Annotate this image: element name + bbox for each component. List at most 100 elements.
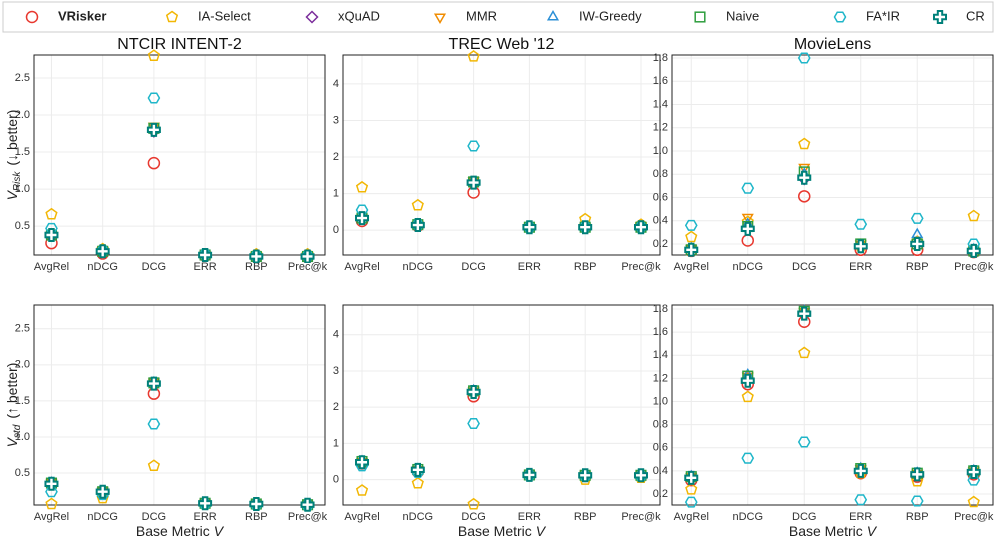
y-tick-label: 0.2	[653, 238, 668, 250]
point	[44, 476, 59, 491]
point	[95, 484, 110, 499]
x-tick-label: AvgRel	[674, 511, 709, 523]
point	[633, 220, 648, 235]
point	[522, 467, 537, 482]
y-tick-label: 2	[333, 401, 339, 413]
y-tick-label: 1.0	[15, 183, 30, 195]
x-tick-label: DCG	[792, 511, 816, 523]
point	[198, 496, 213, 511]
y-tick-label: 2.0	[15, 359, 30, 371]
x-tick-label: Prec@k	[288, 511, 328, 523]
x-tick-label: nDCG	[87, 261, 118, 273]
x-axis-label: Base Metric V	[458, 523, 547, 539]
point	[146, 122, 161, 137]
legend-marker	[25, 10, 39, 24]
point	[355, 180, 369, 193]
point	[355, 455, 370, 470]
point	[797, 306, 812, 321]
x-tick-label: DCG	[461, 261, 485, 273]
point	[797, 52, 811, 64]
point	[966, 465, 981, 480]
panel: 0 1 2 3 4 AvgRel nDCG DCG ERR RBP Prec@k Base Metri…	[333, 304, 661, 539]
x-tick-label: RBP	[574, 511, 597, 523]
point	[44, 228, 59, 242]
legend-marker	[305, 10, 319, 24]
x-tick-label: Prec@k	[954, 511, 994, 523]
point	[300, 497, 315, 512]
point	[798, 190, 811, 203]
point	[740, 221, 755, 236]
point	[797, 436, 811, 448]
y-tick-label: 1.4	[653, 98, 668, 110]
x-label-text: Base Metric	[136, 523, 210, 539]
x-tick-label: nDCG	[732, 511, 763, 523]
y-tick-label: 3	[333, 365, 339, 377]
point	[798, 137, 811, 150]
point	[853, 463, 868, 478]
point	[685, 230, 698, 243]
point	[578, 220, 593, 235]
y-tick-label: 1.8	[653, 52, 668, 64]
legend-box	[2, 1, 994, 33]
panel: 0.5 1.0 1.5 2.0 2.5 AvgRel nDCG DCG ERR RBP Prec@k…	[4, 36, 328, 273]
x-label-var: V	[867, 523, 878, 539]
markers	[44, 49, 315, 263]
legend-label: Naive	[726, 8, 759, 23]
y-tick-label: 1	[333, 187, 339, 199]
legend-marker	[546, 9, 560, 21]
x-tick-label: RBP	[245, 261, 268, 273]
legend-label: CR	[966, 8, 985, 23]
point	[910, 495, 924, 507]
point	[522, 220, 537, 235]
x-tick-label: Prec@k	[954, 261, 994, 273]
plot-frame	[671, 304, 994, 506]
point	[467, 140, 480, 152]
legend-marker	[165, 10, 179, 23]
markers	[684, 304, 981, 508]
y-axis-label: Vstd (↑ better)	[4, 363, 23, 448]
point	[355, 484, 369, 496]
markers	[44, 375, 315, 512]
plot-frame	[671, 54, 994, 256]
point	[146, 376, 161, 391]
y-tick-label: 0.8	[653, 168, 668, 180]
panel: 0 1 2 3 4 AvgRel nDCG DCG ERR RBP Prec@k TREC Web '…	[333, 36, 661, 273]
y-tick-label: 1.0	[653, 145, 668, 157]
panel-title: MovieLens	[794, 36, 871, 53]
y-tick-label: 1.2	[653, 122, 668, 134]
point	[910, 212, 924, 224]
point	[911, 474, 924, 487]
y-tick-label: 0.6	[653, 442, 668, 454]
point	[147, 92, 161, 104]
point	[578, 468, 593, 483]
x-tick-label: AvgRel	[34, 511, 69, 523]
point	[411, 476, 424, 489]
point	[300, 249, 315, 263]
legend-label: MMR	[466, 8, 497, 23]
panel: 0.2 0.4 0.6 0.8 1.0 1.2 1.4 1.6 1.8 AvgRel nDCG DCG…	[653, 36, 994, 273]
x-tick-label: AvgRel	[34, 261, 69, 273]
point	[633, 468, 648, 483]
y-label-sub: Risk	[12, 171, 23, 191]
point	[966, 243, 981, 258]
point	[147, 418, 161, 430]
x-tick-label: RBP	[574, 261, 597, 273]
point	[741, 213, 754, 225]
x-tick-label: nDCG	[732, 261, 763, 273]
point	[198, 248, 213, 262]
y-tick-label: 4	[333, 78, 339, 90]
point	[798, 163, 811, 175]
point	[854, 494, 868, 506]
x-tick-label: ERR	[849, 511, 872, 523]
x-tick-label: AvgRel	[344, 261, 379, 273]
point	[741, 390, 754, 403]
point	[95, 244, 110, 259]
point	[967, 495, 980, 508]
point	[466, 175, 481, 190]
x-tick-label: DCG	[792, 261, 816, 273]
panel-title: NTCIR INTENT-2	[117, 36, 242, 53]
point	[147, 49, 161, 61]
y-tick-label: 0.2	[653, 488, 668, 500]
x-tick-label: ERR	[193, 511, 216, 523]
